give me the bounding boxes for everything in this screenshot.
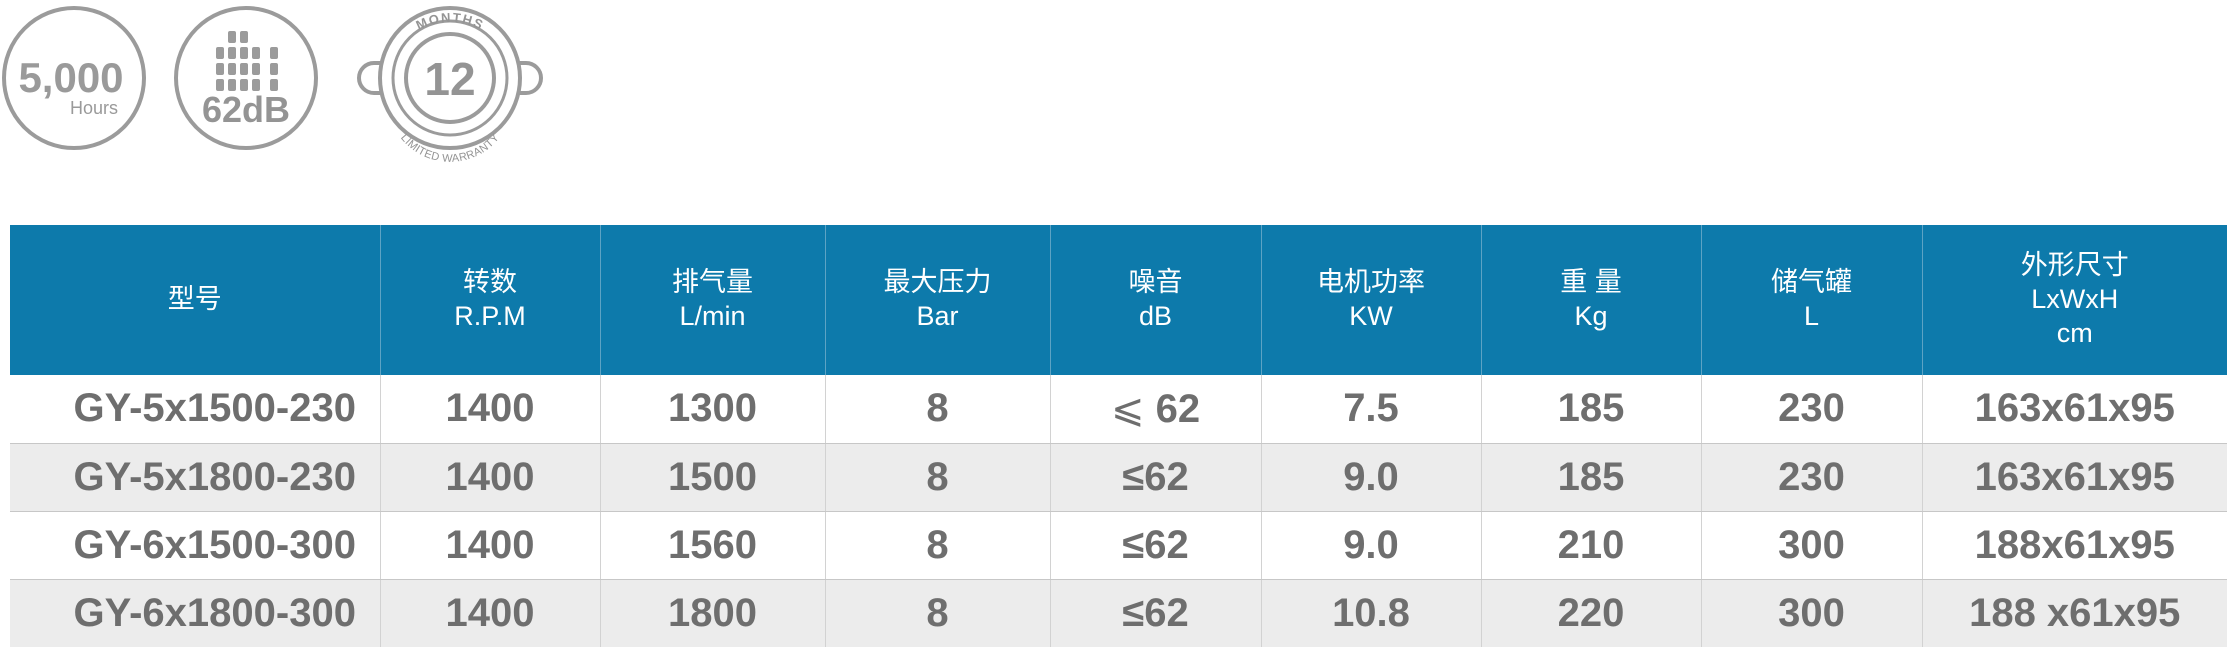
svg-text:12: 12	[424, 53, 475, 105]
svg-text:5,000: 5,000	[18, 54, 123, 101]
svg-text:Hours: Hours	[70, 98, 118, 118]
svg-text:62dB: 62dB	[202, 89, 290, 130]
